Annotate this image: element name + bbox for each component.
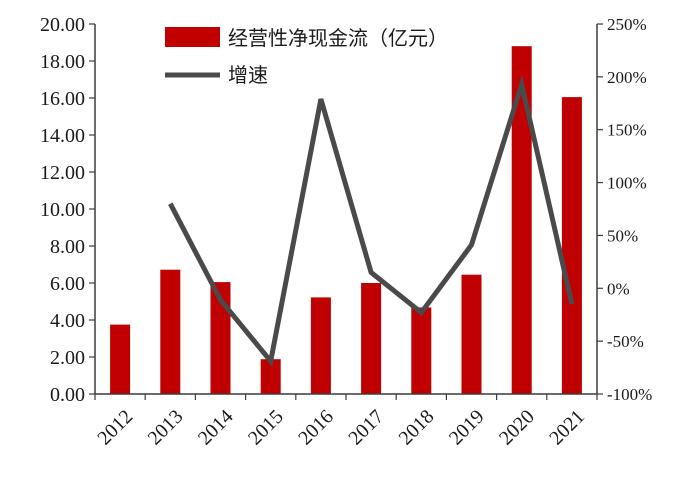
- left-tick-label: 18.00: [40, 51, 85, 73]
- left-tick-label: 12.00: [40, 162, 85, 184]
- left-tick-label: 4.00: [50, 310, 85, 332]
- x-tick-label: 2019: [445, 406, 489, 450]
- right-tick-label: -100%: [607, 385, 652, 404]
- bar-2015: [260, 359, 281, 394]
- right-tick-label: 50%: [607, 226, 638, 245]
- bar-2021: [561, 97, 582, 394]
- right-tick-label: 200%: [607, 68, 647, 87]
- x-tick-label: 2020: [495, 406, 539, 450]
- bar-2020: [511, 46, 532, 394]
- x-tick-label: 2018: [395, 406, 439, 450]
- bar-2018: [411, 307, 432, 394]
- bar-2013: [160, 269, 181, 394]
- bars-layer: [110, 46, 582, 394]
- right-tick-label: -50%: [607, 332, 644, 351]
- x-tick-label: 2014: [194, 406, 238, 450]
- bar-2019: [461, 274, 482, 394]
- bar-2017: [361, 283, 382, 394]
- legend-label-bar: 经营性净现金流（亿元）: [228, 26, 448, 50]
- left-tick-label: 6.00: [50, 273, 85, 295]
- right-tick-label: 150%: [607, 121, 647, 140]
- axes-layer: 0.00 2.00 4.00 6.00 8.00 10.00 12.00 14.00 16.00…: [40, 14, 652, 449]
- x-tick-label: 2021: [545, 406, 589, 450]
- growth-line: [168, 74, 575, 367]
- legend-swatch-bar: [165, 27, 220, 47]
- left-tick-label: 2.00: [50, 347, 85, 369]
- x-tick-label: 2015: [244, 406, 288, 450]
- bar-2012: [110, 324, 131, 394]
- right-tick-label: 250%: [607, 15, 647, 34]
- right-tick-label: 100%: [607, 174, 647, 193]
- x-tick-label: 2017: [344, 406, 388, 450]
- left-tick-label: 0.00: [50, 384, 85, 406]
- x-tick-label: 2012: [93, 406, 137, 450]
- legend-label-line: 增速: [228, 63, 268, 87]
- left-tick-label: 10.00: [40, 199, 85, 221]
- bar-2016: [310, 297, 331, 394]
- left-tick-label: 20.00: [40, 14, 85, 36]
- left-tick-label: 16.00: [40, 88, 85, 110]
- x-tick-label: 2016: [294, 406, 338, 450]
- left-tick-label: 14.00: [40, 125, 85, 147]
- x-tick-label: 2013: [144, 406, 188, 450]
- bar-2014: [210, 282, 231, 394]
- right-tick-label: 0%: [607, 279, 630, 298]
- legend: 经营性净现金流（亿元） 增速: [165, 26, 448, 87]
- growth-line-layer: [168, 74, 575, 367]
- left-tick-label: 8.00: [50, 236, 85, 258]
